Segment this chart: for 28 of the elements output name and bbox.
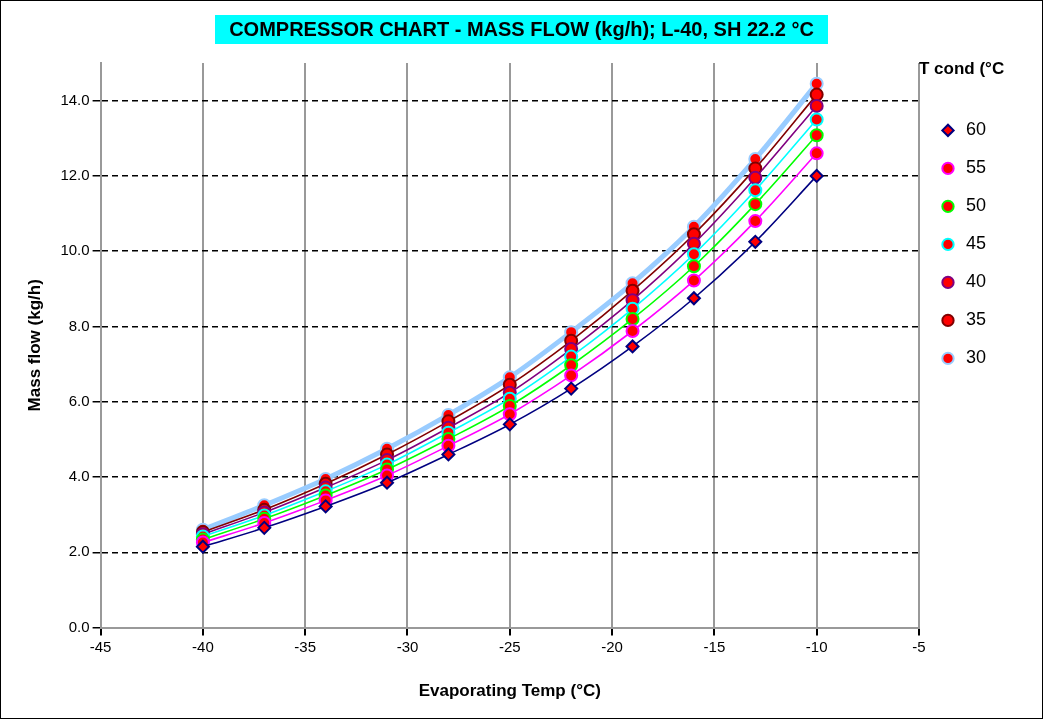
legend-label: 30 (965, 347, 987, 368)
x-tick-label: -40 (192, 637, 214, 655)
y-tick-label: 2.0 (68, 542, 90, 560)
legend-label: 45 (965, 233, 987, 254)
x-tick-label: -35 (294, 637, 317, 655)
legend-title: T cond (°C (918, 59, 1005, 79)
y-tick-label: 4.0 (68, 467, 90, 485)
y-tick-label: 10.0 (60, 241, 90, 259)
x-tick-label: -10 (805, 637, 828, 655)
x-tick-label: -15 (703, 637, 726, 655)
x-tick-label: -20 (601, 637, 623, 655)
y-tick-label: 8.0 (68, 316, 90, 334)
y-tick-label: 0.0 (68, 617, 90, 635)
legend-label: 55 (965, 157, 987, 178)
y-axis-title: Mass flow (kg/h) (24, 279, 44, 412)
y-tick-label: 12.0 (60, 166, 90, 184)
legend-label: 35 (965, 309, 987, 330)
y-tick-label: 6.0 (68, 391, 90, 409)
legend-label: 50 (965, 195, 987, 216)
chart-title: COMPRESSOR CHART - MASS FLOW (kg/h); L-40, SH 22.2 °C (215, 15, 828, 44)
x-tick-label: -45 (89, 637, 112, 655)
legend-label: 60 (965, 119, 987, 140)
x-tick-label: -25 (498, 637, 521, 655)
legend-label: 40 (965, 271, 987, 292)
y-tick-label: 14.0 (60, 90, 90, 108)
x-tick-label: -30 (396, 637, 419, 655)
x-tick-label: -5 (912, 637, 926, 655)
x-axis-title: Evaporating Temp (°C) (418, 681, 601, 701)
